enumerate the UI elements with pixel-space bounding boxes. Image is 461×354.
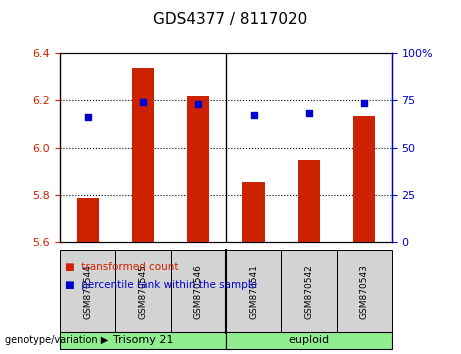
Point [361, 101, 368, 106]
Bar [242, 182, 265, 242]
Text: GSM870543: GSM870543 [360, 264, 369, 319]
Bar [298, 160, 320, 242]
Text: GSM870541: GSM870541 [249, 264, 258, 319]
Point [139, 99, 147, 105]
Text: GSM870544: GSM870544 [83, 264, 92, 319]
Point [305, 110, 313, 116]
Text: GSM870545: GSM870545 [138, 264, 148, 319]
Text: Trisomy 21: Trisomy 21 [112, 335, 173, 345]
Bar [187, 96, 209, 242]
Text: GSM870546: GSM870546 [194, 264, 203, 319]
Text: euploid: euploid [288, 335, 330, 345]
Text: GSM870542: GSM870542 [304, 264, 313, 319]
Point [250, 112, 257, 118]
Point [195, 101, 202, 107]
Text: genotype/variation ▶: genotype/variation ▶ [5, 335, 108, 345]
Text: ■  percentile rank within the sample: ■ percentile rank within the sample [65, 280, 257, 290]
Text: ■  transformed count: ■ transformed count [65, 262, 178, 272]
Bar [132, 68, 154, 242]
Bar [77, 198, 99, 242]
Text: GDS4377 / 8117020: GDS4377 / 8117020 [154, 12, 307, 27]
Point [84, 114, 91, 119]
Bar [353, 116, 375, 242]
